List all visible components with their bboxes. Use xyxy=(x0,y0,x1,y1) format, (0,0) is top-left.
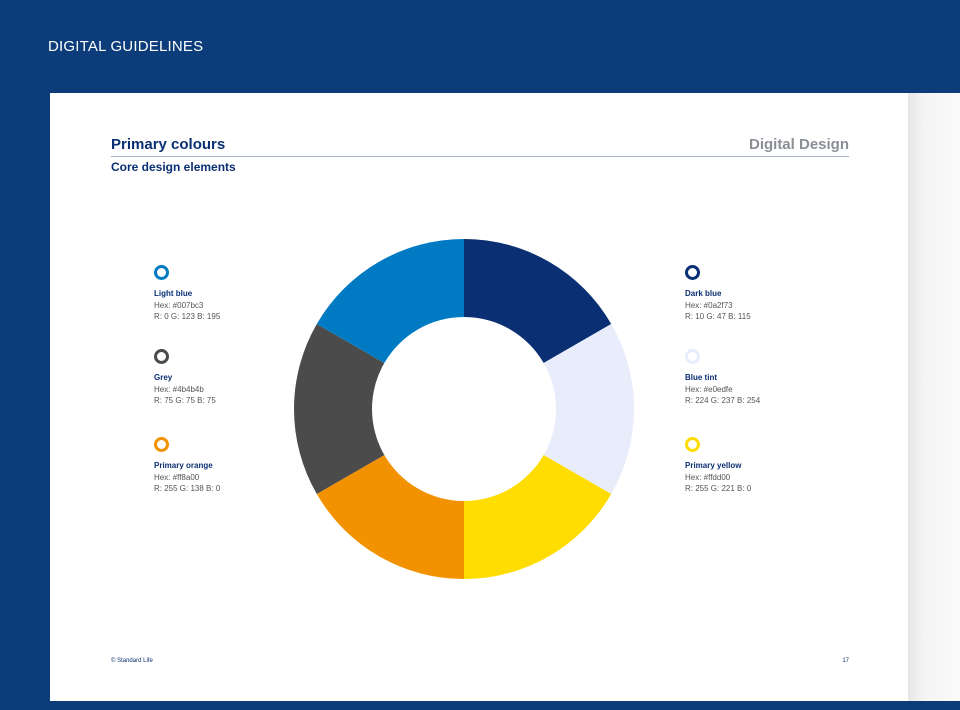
next-page-edge xyxy=(908,93,960,701)
donut-segment-primary-yellow xyxy=(464,455,612,579)
donut-segment-blue-tint xyxy=(543,324,634,494)
guideline-page: Primary colours Digital Design Core desi… xyxy=(50,93,908,701)
swatch-rgb: R: 10 G: 47 B: 115 xyxy=(685,312,751,321)
swatch-name: Grey xyxy=(154,373,173,382)
swatch-hex: Hex: #e0edfe xyxy=(685,385,733,394)
swatch-blue-tint: Blue tint Hex: #e0edfe R: 224 G: 237 B: … xyxy=(685,349,835,405)
colour-dot-icon xyxy=(685,265,700,280)
swatch-dark-blue: Dark blue Hex: #0a2f73 R: 10 G: 47 B: 11… xyxy=(685,265,835,321)
swatch-hex: Hex: #ffdd00 xyxy=(685,473,731,482)
colour-dot-icon xyxy=(154,265,169,280)
donut-segment-light-blue xyxy=(316,239,464,363)
swatch-name: Light blue xyxy=(154,289,193,298)
swatch-hex: Hex: #4b4b4b xyxy=(154,385,204,394)
swatch-primary-orange: Primary orange Hex: #ff8a00 R: 255 G: 13… xyxy=(154,437,304,493)
colour-dot-icon xyxy=(685,437,700,452)
donut-segment-grey xyxy=(294,324,385,494)
swatch-name: Primary orange xyxy=(154,461,213,470)
swatch-hex: Hex: #0a2f73 xyxy=(685,301,733,310)
swatch-name: Dark blue xyxy=(685,289,722,298)
header-title: DIGITAL GUIDELINES xyxy=(48,38,204,55)
colour-donut xyxy=(294,239,634,579)
swatch-grey: Grey Hex: #4b4b4b R: 75 G: 75 B: 75 xyxy=(154,349,304,405)
swatch-light-blue: Light blue Hex: #007bc3 R: 0 G: 123 B: 1… xyxy=(154,265,304,321)
swatch-rgb: R: 255 G: 138 B: 0 xyxy=(154,484,221,493)
donut-segment-dark-blue xyxy=(464,239,612,363)
colour-dot-icon xyxy=(154,437,169,452)
colour-dot-icon xyxy=(685,349,700,364)
swatch-rgb: R: 0 G: 123 B: 195 xyxy=(154,312,221,321)
swatch-primary-yellow: Primary yellow Hex: #ffdd00 R: 255 G: 22… xyxy=(685,437,835,493)
swatch-rgb: R: 75 G: 75 B: 75 xyxy=(154,396,216,405)
swatch-rgb: R: 255 G: 221 B: 0 xyxy=(685,484,752,493)
swatch-hex: Hex: #007bc3 xyxy=(154,301,204,310)
page-subtitle: Core design elements xyxy=(111,160,236,174)
swatch-name: Primary yellow xyxy=(685,461,742,470)
donut-segment-primary-orange xyxy=(316,455,464,579)
page-title: Primary colours xyxy=(111,136,226,153)
swatch-rgb: R: 224 G: 237 B: 254 xyxy=(685,396,761,405)
page-number: 17 xyxy=(842,658,849,664)
section-label: Digital Design xyxy=(748,136,849,153)
title-divider xyxy=(111,156,849,157)
swatch-name: Blue tint xyxy=(685,373,717,382)
swatch-hex: Hex: #ff8a00 xyxy=(154,473,200,482)
colour-dot-icon xyxy=(154,349,169,364)
footer-copyright: © Standard Life xyxy=(111,658,153,664)
